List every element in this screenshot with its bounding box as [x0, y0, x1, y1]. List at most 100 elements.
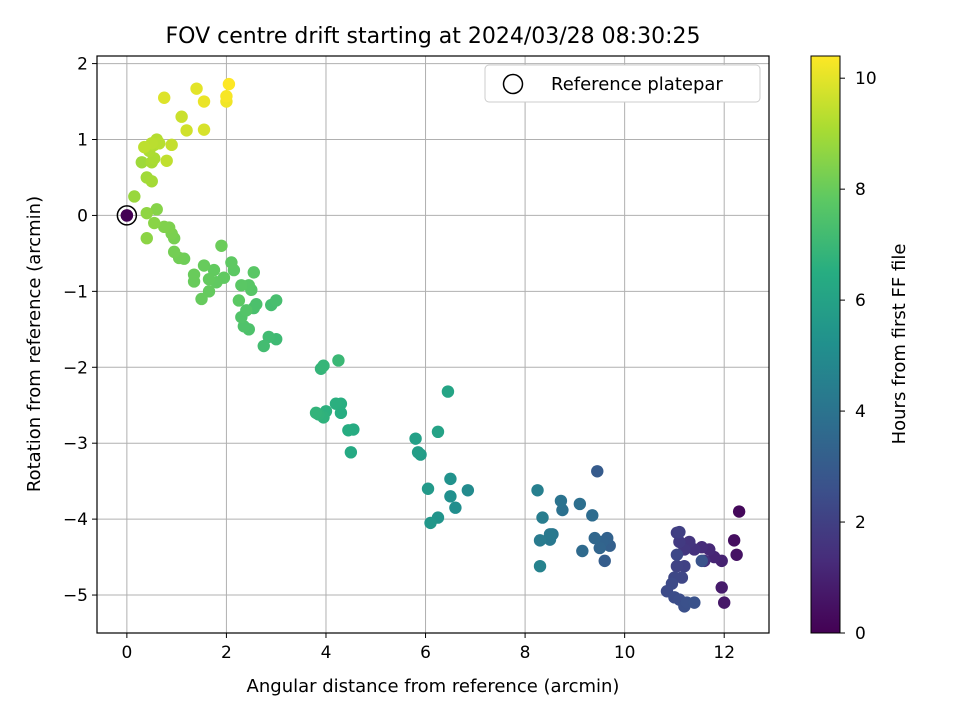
x-tick-label: 0	[121, 643, 132, 663]
data-point	[225, 256, 238, 269]
data-point	[160, 154, 173, 167]
data-point	[342, 424, 355, 437]
y-tick-label: 1	[77, 131, 88, 151]
data-point	[449, 501, 462, 514]
x-tick-label: 10	[614, 643, 636, 663]
colorbar-tick-label: 6	[855, 291, 866, 311]
data-point	[718, 596, 731, 609]
x-axis-label: Angular distance from reference (arcmin)	[247, 676, 620, 697]
x-tick-label: 12	[713, 643, 735, 663]
data-point	[533, 534, 547, 547]
data-point	[128, 190, 141, 203]
data-point	[309, 406, 323, 420]
data-point	[695, 554, 708, 568]
data-point	[215, 239, 228, 253]
data-point	[207, 263, 221, 277]
y-tick-label: −1	[63, 282, 88, 302]
data-point	[202, 273, 216, 286]
data-point	[262, 330, 275, 344]
data-point	[670, 559, 684, 573]
colorbar-tick-label: 4	[855, 402, 866, 422]
data-point	[573, 497, 587, 511]
data-point	[332, 354, 345, 367]
data-point	[158, 91, 171, 104]
y-tick-label: −2	[63, 358, 88, 378]
y-tick-label: −3	[63, 434, 88, 454]
data-point	[344, 446, 358, 459]
colorbar-tick-label: 2	[855, 513, 866, 533]
data-point	[533, 559, 547, 573]
data-point	[444, 490, 457, 503]
colorbar-label: Hours from first FF file	[889, 244, 910, 445]
data-point	[202, 285, 216, 298]
data-point	[135, 156, 148, 169]
data-point	[329, 397, 343, 410]
colorbar-gradient	[810, 55, 841, 634]
data-point	[235, 279, 248, 292]
data-point	[150, 203, 163, 216]
data-point	[187, 268, 201, 281]
data-point	[598, 554, 611, 568]
data-point	[232, 294, 246, 307]
data-point	[190, 82, 203, 95]
data-point	[730, 548, 743, 562]
data-point	[543, 528, 557, 541]
data-point	[138, 140, 151, 154]
colorbar-ticks: 0 2 4 6 8 10	[840, 69, 877, 644]
data-point	[586, 509, 599, 522]
data-point	[424, 516, 437, 530]
y-tick-label: −5	[63, 586, 88, 606]
data-point	[140, 232, 153, 245]
legend-entry: Reference platepar	[551, 74, 723, 95]
x-tick-label: 2	[221, 643, 232, 663]
data-point	[197, 123, 211, 136]
data-point	[240, 304, 253, 317]
data-point	[175, 110, 188, 123]
data-point	[688, 596, 701, 609]
data-point	[531, 484, 544, 497]
grid	[97, 56, 769, 633]
colorbar-tick-label: 0	[855, 624, 866, 644]
x-tick-label: 4	[321, 643, 332, 663]
data-point	[334, 406, 348, 420]
colorbar-tick-label: 10	[855, 69, 877, 89]
data-point	[461, 484, 475, 497]
legend: Reference platepar	[484, 64, 761, 103]
data-point	[576, 544, 589, 558]
data-point	[197, 259, 211, 272]
data-point	[148, 216, 161, 230]
data-point	[317, 359, 330, 372]
data-point	[715, 581, 728, 594]
y-tick-label: 2	[77, 55, 88, 75]
data-point	[593, 541, 606, 555]
y-tick-label: −4	[63, 510, 88, 530]
data-point	[588, 531, 601, 545]
x-axis-ticks: 0 2 4 6 8 10 12	[121, 633, 735, 663]
data-point	[270, 294, 283, 307]
data-point	[431, 425, 445, 439]
reference-marker-layer	[116, 205, 138, 226]
data-point	[536, 511, 549, 524]
data-point	[670, 548, 684, 562]
x-tick-label: 6	[420, 643, 431, 663]
data-point	[257, 339, 270, 353]
data-point	[554, 494, 568, 508]
data-point	[732, 505, 746, 518]
reference-point-fill	[120, 209, 134, 222]
data-points	[120, 77, 746, 613]
legend-reference-marker	[502, 73, 524, 95]
data-point	[222, 77, 236, 91]
colorbar-tick-label: 8	[855, 180, 866, 200]
reference-platepar-marker	[116, 205, 138, 226]
data-point	[145, 175, 158, 188]
y-tick-label: 0	[77, 206, 88, 226]
chart-title: FOV centre drift starting at 2024/03/28 …	[166, 24, 701, 49]
y-axis-ticks: −5 −4 −3 −2 −1 0 1 2	[63, 55, 97, 606]
data-point	[444, 472, 457, 486]
data-point	[727, 534, 741, 547]
colorbar: 0 2 4 6 8 10 Hours from first FF file	[810, 55, 910, 644]
plot-frame	[96, 55, 770, 634]
data-point	[197, 95, 211, 108]
data-point	[556, 503, 569, 517]
